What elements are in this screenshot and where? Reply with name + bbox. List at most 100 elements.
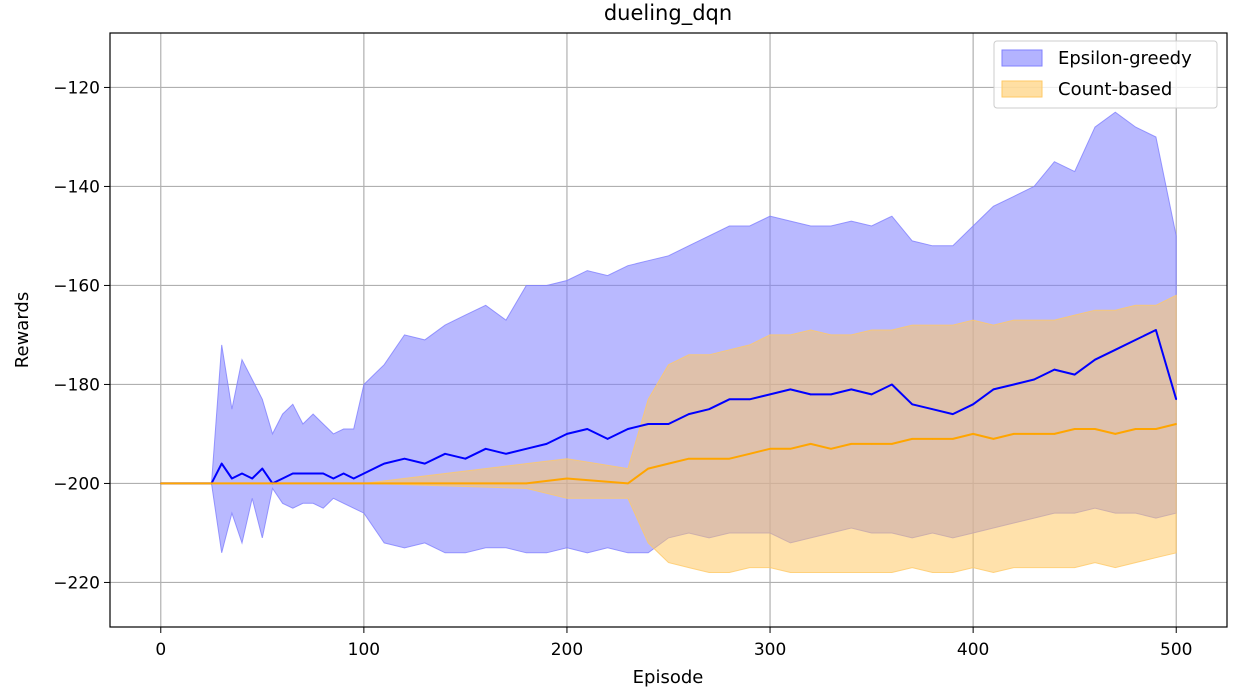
point-epsilon-greedy	[931, 408, 934, 411]
point-epsilon-greedy	[220, 462, 223, 465]
point-count-based	[1033, 433, 1035, 435]
legend-box	[993, 40, 1218, 109]
point-count-based	[1053, 433, 1056, 435]
point-epsilon-greedy	[281, 477, 284, 480]
point-epsilon-greedy	[342, 472, 345, 475]
point-epsilon-greedy	[870, 393, 873, 396]
point-epsilon-greedy	[891, 383, 893, 386]
point-epsilon-greedy	[424, 462, 426, 465]
point-epsilon-greedy	[1134, 339, 1137, 341]
legend-swatch-count-based	[1001, 80, 1043, 98]
point-count-based	[627, 482, 629, 485]
point-count-based	[363, 482, 365, 485]
point-count-based	[850, 443, 853, 445]
point-epsilon-greedy	[231, 477, 233, 480]
point-count-based	[708, 457, 710, 460]
point-count-based	[728, 457, 731, 460]
point-epsilon-greedy	[332, 477, 335, 480]
legend: Epsilon-greedy Count-based	[993, 40, 1218, 109]
point-epsilon-greedy	[1114, 349, 1117, 351]
point-epsilon-greedy	[545, 443, 548, 445]
point-epsilon-greedy	[1175, 398, 1177, 401]
point-epsilon-greedy	[403, 457, 406, 460]
y-tick-label: −120	[53, 78, 100, 98]
line-count-based	[160, 423, 1177, 485]
point-count-based	[525, 482, 528, 485]
point-epsilon-greedy	[525, 448, 528, 450]
point-count-based	[972, 433, 974, 435]
point-epsilon-greedy	[647, 423, 649, 425]
x-tick-label: 500	[1160, 640, 1192, 660]
point-epsilon-greedy	[484, 448, 487, 450]
y-tick-label: −180	[53, 375, 100, 395]
y-axis-label: Rewards	[12, 292, 33, 368]
point-count-based	[1013, 433, 1015, 435]
point-count-based	[911, 438, 913, 440]
x-tick-label: 0	[155, 640, 166, 660]
point-epsilon-greedy	[444, 453, 446, 455]
line-layer	[160, 329, 1178, 485]
point-epsilon-greedy	[251, 477, 253, 480]
point-count-based	[891, 443, 893, 445]
point-epsilon-greedy	[911, 403, 913, 406]
point-epsilon-greedy	[809, 393, 812, 396]
point-epsilon-greedy	[606, 438, 609, 440]
legend-label-epsilon-greedy: Epsilon-greedy	[1058, 48, 1192, 69]
point-count-based	[647, 467, 649, 470]
point-count-based	[870, 443, 873, 445]
point-epsilon-greedy	[312, 472, 314, 475]
point-count-based	[667, 462, 670, 465]
point-epsilon-greedy	[261, 467, 264, 470]
point-count-based	[1114, 433, 1117, 435]
y-tick-label: −140	[53, 177, 100, 197]
point-count-based	[688, 457, 690, 460]
point-epsilon-greedy	[789, 388, 792, 391]
point-count-based	[1134, 428, 1137, 430]
point-epsilon-greedy	[1073, 373, 1076, 376]
point-count-based	[1155, 428, 1157, 430]
x-tick-label: 100	[348, 640, 380, 660]
point-count-based	[789, 448, 792, 450]
point-epsilon-greedy	[688, 413, 690, 415]
point-epsilon-greedy	[1155, 329, 1157, 331]
y-tick-label: −160	[53, 276, 100, 296]
x-tick-label: 300	[754, 640, 786, 660]
point-epsilon-greedy	[352, 477, 355, 480]
point-epsilon-greedy	[627, 428, 629, 430]
point-epsilon-greedy	[1033, 378, 1035, 381]
point-epsilon-greedy	[1053, 368, 1056, 371]
point-count-based	[1175, 423, 1177, 425]
point-epsilon-greedy	[972, 403, 974, 406]
point-count-based	[809, 443, 812, 445]
point-epsilon-greedy	[464, 457, 467, 460]
point-count-based	[566, 477, 568, 480]
point-count-based	[769, 448, 771, 450]
point-epsilon-greedy	[383, 462, 386, 465]
point-epsilon-greedy	[1094, 358, 1096, 361]
point-epsilon-greedy	[505, 453, 507, 455]
point-epsilon-greedy	[292, 472, 294, 475]
point-count-based	[830, 448, 832, 450]
point-epsilon-greedy	[322, 472, 325, 475]
point-epsilon-greedy	[302, 472, 304, 475]
point-count-based	[931, 438, 934, 440]
legend-label-count-based: Count-based	[1058, 79, 1172, 100]
x-tick-label: 400	[957, 640, 989, 660]
y-tick-label: −200	[53, 474, 100, 494]
legend-swatch-epsilon-greedy	[1001, 49, 1043, 67]
point-epsilon-greedy	[728, 398, 731, 401]
point-epsilon-greedy	[241, 472, 243, 475]
point-epsilon-greedy	[952, 413, 954, 415]
point-count-based	[992, 438, 995, 440]
point-epsilon-greedy	[830, 393, 832, 396]
point-epsilon-greedy	[363, 472, 365, 475]
point-count-based	[1094, 428, 1096, 430]
point-epsilon-greedy	[769, 393, 771, 396]
point-epsilon-greedy	[586, 428, 589, 430]
tick-layer: 0 100 200 300 400 500 −220 −200 −180 −160 −140 −120	[53, 78, 1192, 660]
point-epsilon-greedy	[708, 408, 710, 411]
x-axis-label: Episode	[633, 667, 704, 688]
point-count-based	[952, 438, 954, 440]
band-layer	[160, 111, 1177, 574]
